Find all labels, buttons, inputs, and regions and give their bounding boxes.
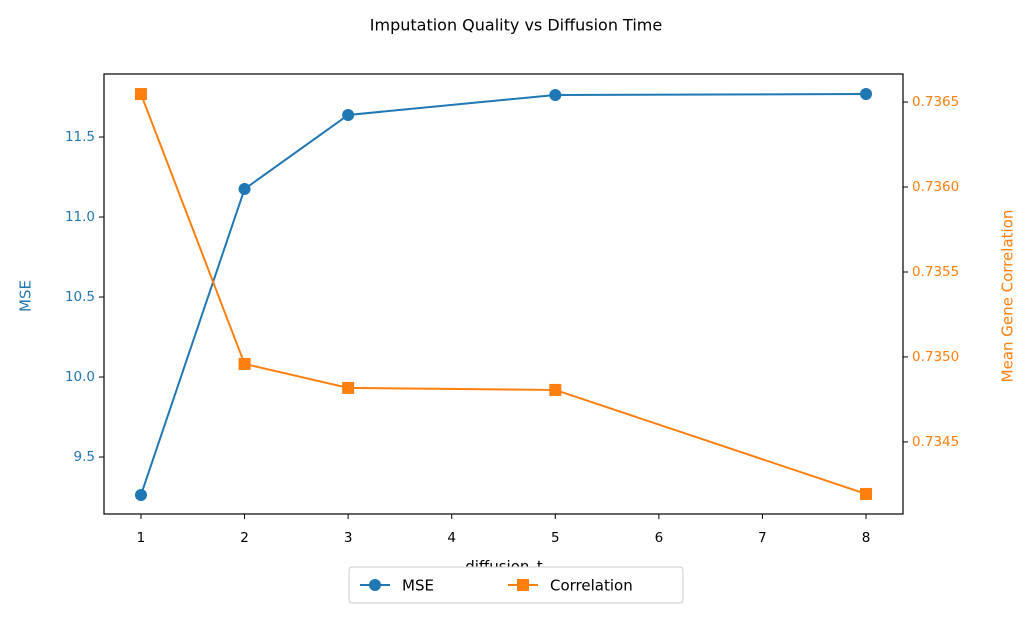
data-point	[549, 88, 562, 101]
data-point	[549, 383, 562, 396]
chart-title: Imputation Quality vs Diffusion Time	[370, 16, 662, 35]
data-point	[134, 488, 147, 501]
x-tick-label: 8	[862, 530, 871, 546]
y-tick-label: 11.0	[65, 209, 95, 225]
x-tick-label: 3	[344, 530, 353, 546]
data-point	[134, 88, 147, 101]
y2-tick-label: 0.7360	[912, 179, 959, 195]
x-tick-label: 4	[447, 530, 456, 546]
y2-tick-label: 0.7345	[912, 434, 959, 450]
y2-axis-label: Mean Gene Correlation	[999, 210, 1017, 383]
y-tick-label: 11.5	[65, 129, 95, 145]
y2-tick-label: 0.7350	[912, 349, 959, 365]
y-tick-label: 9.5	[74, 449, 95, 465]
x-tick-label: 1	[137, 530, 146, 546]
y-axis-label: MSE	[17, 280, 35, 312]
y2-tick-label: 0.7355	[912, 264, 959, 280]
data-point	[860, 88, 873, 100]
legend-marker	[517, 579, 529, 591]
x-tick-label: 6	[655, 530, 664, 546]
legend-label: MSE	[402, 577, 434, 595]
data-point	[342, 381, 355, 394]
data-point	[342, 108, 355, 121]
x-tick-label: 5	[551, 530, 560, 546]
data-point	[860, 487, 873, 500]
series-line	[140, 93, 867, 495]
y-tick-label: 10.5	[65, 289, 95, 305]
x-tick-label: 2	[240, 530, 249, 546]
data-point	[238, 357, 251, 370]
y-tick-label: 10.0	[65, 369, 95, 385]
legend-marker	[369, 579, 381, 591]
data-point	[238, 183, 251, 196]
x-tick-label: 7	[758, 530, 767, 546]
plot-frame	[103, 73, 904, 515]
legend-label: Correlation	[550, 577, 633, 595]
series-line	[140, 93, 867, 496]
y2-tick-label: 0.7365	[912, 94, 959, 110]
